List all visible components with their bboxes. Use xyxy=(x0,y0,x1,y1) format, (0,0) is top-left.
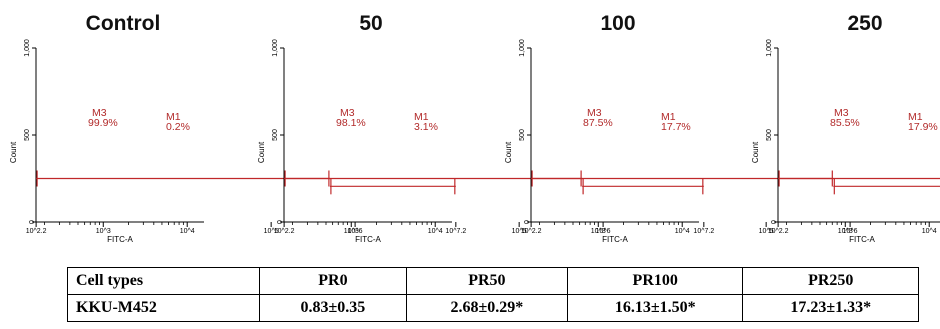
y-tick-label: 1,000 xyxy=(24,39,31,57)
results-table: Cell types PR0 PR50 PR100 PR250 KKU-M452… xyxy=(67,267,919,322)
gate-m3-percent: 99.9% xyxy=(88,117,118,129)
y-tick-label: 0 xyxy=(277,220,284,224)
gate-m3-name: M3 xyxy=(340,107,355,119)
x-tick-label: 10^7.2 xyxy=(445,228,466,235)
x-tick-label: 10^3 xyxy=(96,228,111,235)
gate-m1-name: M1 xyxy=(661,111,676,123)
y-tick-label: 0 xyxy=(771,220,778,224)
table-row: KKU-M452 0.83±0.35 2.68±0.29* 16.13±1.50… xyxy=(67,294,919,322)
gate-m3-name: M3 xyxy=(92,107,107,119)
gate-m1-name: M1 xyxy=(414,111,429,123)
x-tick-label: 10^4 xyxy=(922,228,937,235)
x-tick-label: 10^6 xyxy=(596,228,611,235)
cell-pr0: 0.83±0.35 xyxy=(259,294,407,322)
gate-m1-percent: 17.9% xyxy=(908,121,938,133)
gate-m1-percent: 0.2% xyxy=(166,121,190,133)
x-tick-label: 10^3 xyxy=(591,228,606,235)
chart-title: Control xyxy=(86,12,161,35)
header-pr0: PR0 xyxy=(259,267,407,295)
y-axis-label: Count xyxy=(257,141,266,163)
x-tick-label: 10^2.2 xyxy=(768,228,789,235)
x-tick-label: 10^5 xyxy=(759,228,774,235)
y-axis-label: Count xyxy=(504,141,513,163)
x-tick-label: 10^6 xyxy=(348,228,363,235)
y-tick-label: 500 xyxy=(24,129,31,141)
y-axis-label: Count xyxy=(9,141,18,163)
cell-pr100: 16.13±1.50* xyxy=(566,294,744,322)
y-tick-label: 0 xyxy=(524,220,531,224)
header-pr50: PR50 xyxy=(405,267,568,295)
x-axis-label: FITC-A xyxy=(355,235,381,244)
x-tick-label: 10^6 xyxy=(843,228,858,235)
y-tick-label: 1,000 xyxy=(766,39,773,57)
y-tick-label: 500 xyxy=(519,129,526,141)
y-axis-label: Count xyxy=(751,141,760,163)
x-axis-label: FITC-A xyxy=(107,235,133,244)
cell-pr250: 17.23±1.33* xyxy=(742,294,919,322)
header-pr100: PR100 xyxy=(566,267,744,295)
header-pr250: PR250 xyxy=(742,267,919,295)
y-tick-label: 500 xyxy=(272,129,279,141)
gate-m3-percent: 98.1% xyxy=(336,117,366,129)
x-tick-label: 10^5 xyxy=(264,228,279,235)
gate-m1-name: M1 xyxy=(908,111,923,123)
gate-m3-name: M3 xyxy=(587,107,602,119)
x-tick-label: 10^2.2 xyxy=(521,228,542,235)
chart-title: 250 xyxy=(847,12,882,35)
y-tick-label: 500 xyxy=(766,129,773,141)
y-tick-label: 1,000 xyxy=(519,39,526,57)
x-tick-label: 10^3 xyxy=(344,228,359,235)
x-tick-label: 10^2.2 xyxy=(274,228,295,235)
x-tick-label: 10^5 xyxy=(512,228,527,235)
cell-type-name: KKU-M452 xyxy=(67,294,260,322)
x-tick-label: 10^4 xyxy=(180,228,195,235)
x-axis-label: FITC-A xyxy=(849,235,875,244)
y-tick-label: 1,000 xyxy=(272,39,279,57)
x-tick-label: 10^2.2 xyxy=(26,228,47,235)
x-tick-label: 10^7.2 xyxy=(693,228,714,235)
x-tick-label: 10^3 xyxy=(838,228,853,235)
x-tick-label: 10^4 xyxy=(428,228,443,235)
chart-title: 100 xyxy=(600,12,635,35)
gate-m1-percent: 17.7% xyxy=(661,121,691,133)
y-tick-label: 0 xyxy=(29,220,36,224)
x-axis-label: FITC-A xyxy=(602,235,628,244)
gate-m3-percent: 87.5% xyxy=(583,117,613,129)
x-tick-label: 10^4 xyxy=(675,228,690,235)
header-cell-types: Cell types xyxy=(67,267,260,295)
gate-m1-percent: 3.1% xyxy=(414,121,438,133)
chart-title: 50 xyxy=(359,12,382,35)
gate-m3-percent: 85.5% xyxy=(830,117,860,129)
gate-m3-name: M3 xyxy=(834,107,849,119)
cell-pr50: 2.68±0.29* xyxy=(405,294,568,322)
gate-m1-name: M1 xyxy=(166,111,181,123)
table-header-row: Cell types PR0 PR50 PR100 PR250 xyxy=(67,267,919,295)
